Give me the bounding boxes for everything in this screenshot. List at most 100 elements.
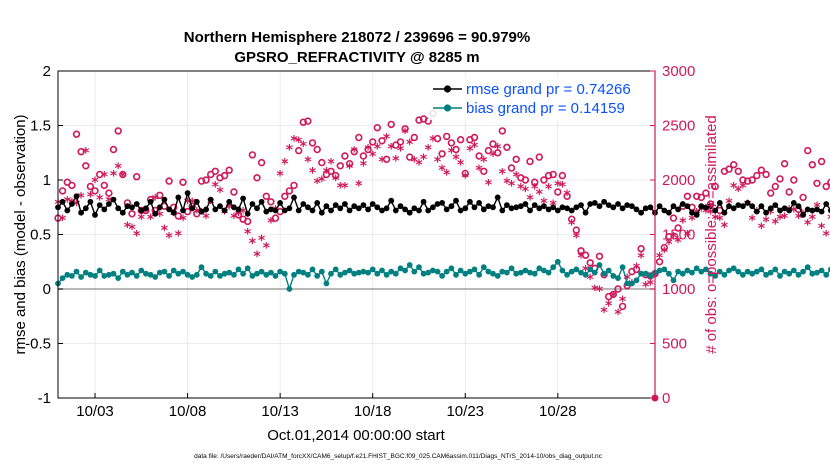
possible-obs-point: [156, 191, 164, 200]
assimilated-obs-point: *: [480, 154, 488, 170]
bias-point: [610, 273, 617, 279]
bias-point: [471, 266, 478, 273]
possible-obs-point: [530, 178, 539, 186]
possible-obs-point: [544, 171, 553, 180]
rmse-point: [490, 204, 496, 211]
bias-point: [170, 267, 177, 274]
rmse-point: [568, 207, 575, 214]
possible-obs-point: [373, 123, 381, 132]
bias-point: [578, 269, 584, 276]
possible-obs-point: [762, 170, 770, 179]
bias-point: [416, 264, 422, 271]
rmse-point: [175, 194, 182, 201]
assimilated-obs-point: *: [96, 193, 104, 209]
bias-point: [786, 270, 793, 277]
bias-point: [795, 271, 802, 278]
assimilated-obs-point: *: [91, 175, 99, 191]
possible-obs-point: [540, 176, 548, 184]
bias-point: [591, 269, 598, 276]
possible-obs-point: [271, 214, 280, 222]
rmse-point: [772, 202, 779, 209]
rmse-point: [666, 209, 672, 216]
rmse-point: [758, 203, 765, 210]
bias-point: [406, 262, 413, 268]
assimilated-obs-point: *: [781, 211, 789, 227]
rmse-point: [531, 202, 538, 209]
possible-obs-point: [494, 149, 502, 157]
y-axis-right-label: # of obs: o=possible; ∗=assimilated: [703, 115, 720, 354]
possible-obs-point: [318, 158, 326, 167]
rmse-point: [601, 198, 607, 205]
possible-obs-point: [660, 243, 668, 252]
rmse-point: [96, 202, 103, 209]
possible-obs-point: [308, 139, 317, 147]
assimilated-obs-point: *: [309, 165, 317, 181]
possible-obs-point: [697, 193, 705, 202]
rmse-point: [522, 201, 529, 207]
rmse-point: [721, 209, 728, 216]
possible-obs-point: [128, 210, 136, 218]
legend: rmse grand pr = 0.74266 bias grand pr = …: [428, 78, 653, 120]
bias-point: [679, 270, 686, 277]
bias-point: [777, 273, 783, 279]
grid-lines: [58, 70, 655, 399]
bias-point: [457, 267, 464, 274]
assimilated-obs-point: *: [545, 182, 553, 198]
rmse-point: [119, 209, 126, 216]
possible-obs-point: [572, 226, 580, 234]
possible-obs-point: [526, 157, 534, 166]
bias-point: [64, 271, 71, 278]
possible-obs-point: [253, 174, 261, 182]
rmse-point: [823, 201, 830, 207]
assimilated-obs-point: *: [406, 137, 414, 153]
bias-point: [559, 267, 566, 274]
rmse-point: [536, 205, 543, 212]
bias-point: [693, 265, 700, 272]
assimilated-obs-point: *: [827, 212, 830, 228]
rmse-point: [457, 207, 464, 214]
bias-point: [379, 267, 385, 274]
rmse-point: [647, 204, 654, 211]
rmse-point: [342, 201, 348, 207]
assimilated-obs-point: *: [304, 154, 312, 170]
assimilated-obs-point: *: [670, 231, 678, 247]
rmse-point: [207, 196, 214, 203]
possible-obs-point: [771, 182, 779, 191]
possible-obs-point: [225, 166, 233, 174]
bias-point: [351, 270, 358, 277]
assimilated-obs-point: *: [591, 283, 599, 299]
possible-obs-point: [336, 162, 344, 170]
rmse-point: [226, 198, 233, 205]
assimilated-obs-point: *: [818, 221, 826, 237]
assimilated-obs-point: *: [674, 235, 682, 251]
bias-point: [133, 273, 140, 279]
rmse-point: [263, 208, 270, 215]
bias-point: [221, 270, 228, 277]
bias-point: [295, 268, 302, 275]
bias-point: [235, 266, 242, 273]
bias-point: [763, 271, 769, 278]
assimilated-obs-point: *: [526, 193, 534, 209]
possible-obs-point: [567, 215, 576, 223]
bias-point: [198, 264, 205, 271]
possible-obs-point: [100, 181, 109, 190]
rmse-point: [591, 200, 598, 206]
bias-point: [767, 269, 774, 276]
assimilated-obs-point: *: [776, 212, 784, 228]
rmse-point: [462, 205, 469, 212]
rmse-point: [499, 207, 506, 214]
assimilated-obs-point: *: [684, 229, 692, 245]
possible-obs-point: [489, 140, 497, 148]
assimilated-obs-point: *: [290, 134, 298, 150]
possible-obs-point: [86, 182, 95, 191]
assimilated-obs-point: *: [702, 206, 710, 222]
assimilated-obs-point: *: [772, 217, 780, 233]
rmse-point: [406, 209, 413, 216]
assimilated-obs-point: *: [503, 176, 511, 192]
assimilated-obs-point: *: [489, 149, 497, 165]
rmse-point: [416, 207, 422, 214]
rmse-point: [133, 201, 140, 207]
possible-obs-point: [438, 150, 446, 158]
possible-obs-point: [817, 157, 826, 166]
assimilated-obs-point: *: [619, 294, 627, 310]
